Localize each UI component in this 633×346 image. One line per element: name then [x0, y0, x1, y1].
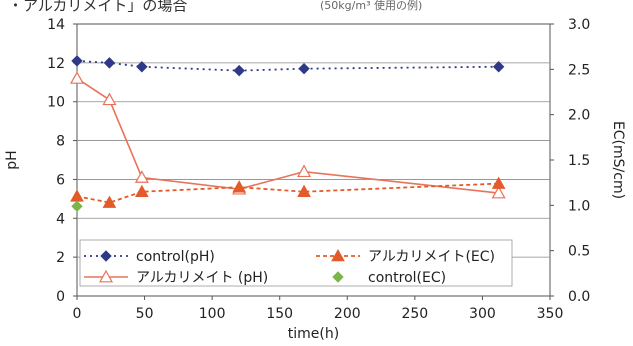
series-1-ph-point-0	[69, 71, 85, 84]
series-1-ph-point-2	[134, 170, 149, 183]
y2-tick-label: 1.0	[568, 198, 590, 214]
x-tick-label: 200	[334, 306, 361, 322]
series-1-ph-point-5	[491, 185, 506, 199]
y-tick-label: 10	[47, 95, 65, 111]
y-axis-ticks: 0 2 4 6 8 10 12 14	[47, 17, 77, 305]
series-2-ec-point-4	[297, 184, 311, 198]
y2-tick-label: 0.0	[568, 289, 590, 305]
legend-label: control(EC)	[368, 270, 446, 286]
y-axis-label: pH	[4, 150, 20, 169]
series-2-ec-point-0	[70, 189, 84, 202]
series-2-ec-point-1	[102, 195, 117, 208]
x-tick-label: 100	[199, 306, 226, 322]
series-2-ec-point-2	[135, 184, 149, 198]
series-1-ph-point-1	[102, 92, 117, 106]
y-tick-label: 4	[56, 211, 65, 227]
y-tick-label: 12	[47, 56, 65, 72]
y-tick-label: 0	[56, 289, 65, 305]
y-tick-label: 8	[56, 134, 65, 150]
legend-swatch-marker	[100, 250, 112, 262]
series-2-ec-point-3	[232, 180, 247, 193]
x-axis-label: time(h)	[288, 326, 339, 342]
series-0-control-ph-point-4	[298, 62, 310, 75]
chart-header-title: ・アルカリメイト」の場合	[8, 0, 187, 15]
gridlines	[77, 62, 550, 258]
y2-axis-label: EC(mS/cm)	[610, 121, 626, 199]
y-tick-label: 2	[56, 250, 65, 266]
x-tick-label: 0	[73, 306, 82, 322]
x-tick-label: 50	[136, 306, 154, 322]
y2-tick-label: 0.5	[568, 244, 590, 260]
series-0-control-ph-point-5	[492, 61, 505, 73]
series-0-control-ph-point-2	[136, 61, 148, 73]
legend-box	[79, 239, 513, 287]
chart-header-note: (50kg/m³ 使用の例)	[320, 0, 422, 12]
y2-tick-label: 2.5	[568, 62, 590, 78]
legend-label: アルカリメイト(EC)	[368, 249, 495, 265]
legend-label: アルカリメイト (pH)	[136, 270, 268, 286]
series-3-control-ec-point-0	[71, 200, 83, 212]
y-tick-label: 14	[47, 17, 65, 33]
legend-swatch-marker	[332, 271, 344, 283]
series-layer	[69, 55, 506, 212]
series-1-ph-line	[76, 77, 499, 194]
y2-tick-label: 3.0	[568, 17, 590, 33]
y2-tick-label: 1.5	[568, 153, 590, 169]
series-0-control-ph-line	[76, 60, 499, 72]
legend-swatch-marker	[98, 269, 114, 283]
x-tick-label: 150	[266, 306, 293, 322]
x-axis-ticks: 0 50 100 150 200 250 300 350	[73, 296, 564, 322]
y-tick-label: 6	[56, 172, 65, 188]
y2-axis-ticks: 0.0 0.5 1.0 1.5 2.0 2.5 3.0	[550, 17, 590, 305]
x-tick-label: 300	[469, 306, 496, 322]
legend: control(pH) アルカリメイト (pH) アルカリメイト(EC) contro…	[79, 239, 513, 287]
x-tick-label: 250	[401, 306, 428, 322]
series-0-control-ph-point-1	[103, 57, 116, 69]
x-tick-label: 350	[537, 306, 564, 322]
y2-tick-label: 2.0	[568, 108, 590, 124]
legend-label: control(pH)	[136, 249, 215, 265]
series-2-ec-point-5	[491, 176, 506, 189]
series-1-ph-point-4	[297, 164, 312, 178]
legend-swatch-marker	[331, 248, 345, 262]
series-0-control-ph-point-0	[71, 55, 83, 67]
series-2-ec-line	[76, 182, 499, 204]
series-0-control-ph-point-3	[233, 64, 245, 77]
